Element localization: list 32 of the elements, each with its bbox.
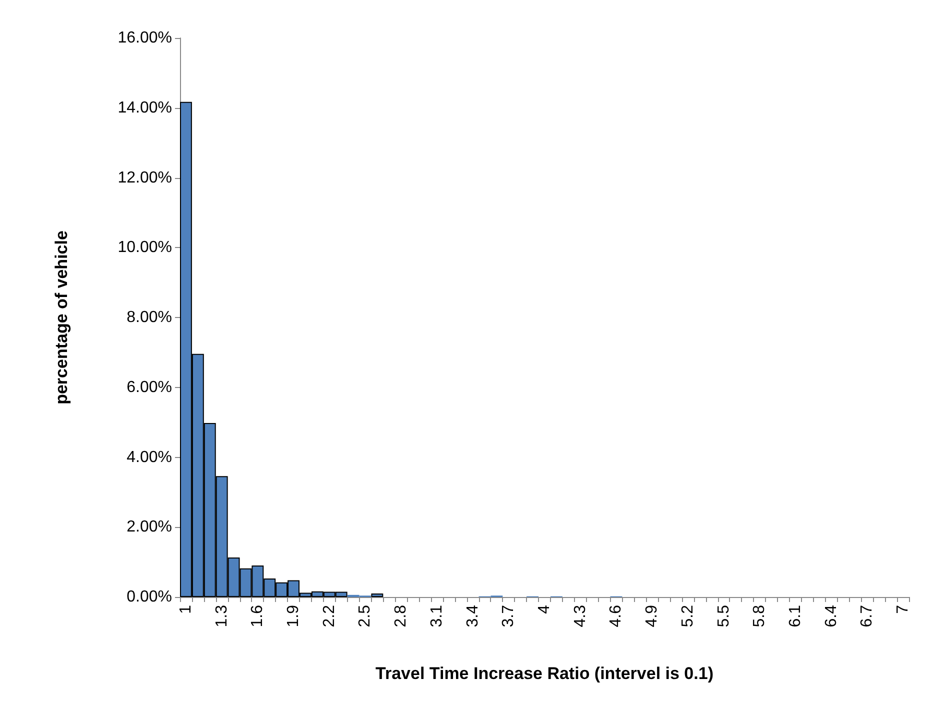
x-tick-label: 6.7 [858,604,876,628]
x-tick-label: 5.5 [715,604,732,628]
x-tick-label: 6.4 [822,604,840,628]
y-tick-label: 16.00% [118,30,172,46]
y-tick-label: 6.00% [126,378,172,396]
x-tick-label: 3.4 [464,604,482,628]
x-tick-label: 5.2 [679,604,696,628]
x-tick-label: 6.1 [786,604,804,628]
x-tick-label: 4.6 [608,604,625,628]
x-tick-label: 2.8 [392,604,410,628]
y-tick-label: 12.00% [118,169,172,186]
y-tick-label: 8.00% [126,309,172,326]
x-tick-label: 2.2 [320,604,338,628]
x-tick-label: 4.9 [644,604,661,628]
x-axis-title: Travel Time Increase Ratio (intervel is 0.1) [376,664,714,683]
x-tick-label: 3.7 [500,604,518,628]
y-tick-label: 14.00% [118,99,172,116]
y-tick-label: 2.00% [126,518,172,536]
y-tick-label: 10.00% [118,239,172,256]
x-tick-label: 2.5 [356,604,374,628]
x-tick-label: 1.3 [213,604,230,628]
y-axis-title: percentage of vehicle [52,230,71,404]
y-tick-label: 0.00% [126,588,172,606]
x-tick-label: 4 [536,604,553,614]
x-tick-label: 1.6 [249,604,266,628]
y-tick-label: 4.00% [126,448,172,466]
x-tick-label: 4.3 [572,604,589,628]
x-tick-label: 3.1 [428,604,446,628]
x-tick-label: 7 [894,604,912,614]
x-tick-label: 1 [177,604,194,614]
x-tick-label: 1.9 [285,604,302,628]
x-tick-label: 5.8 [751,604,768,628]
